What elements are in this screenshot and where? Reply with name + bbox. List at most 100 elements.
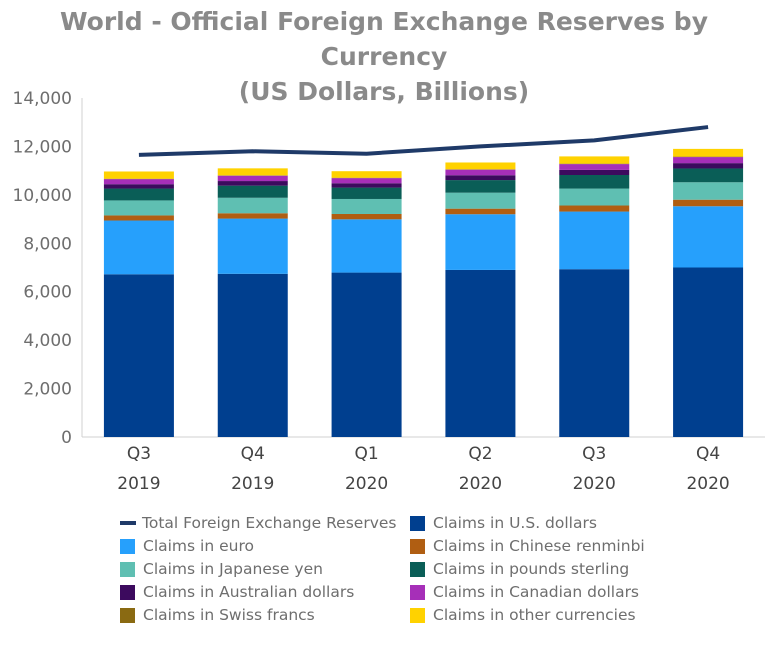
bar-segment <box>445 162 516 170</box>
legend-item: Claims in euro <box>120 535 254 557</box>
bar-segment <box>673 182 744 200</box>
bar-segment <box>445 175 516 181</box>
x-tick-label: 2020 <box>573 474 616 494</box>
bar-segment <box>103 200 174 216</box>
bar-segment <box>331 198 402 214</box>
legend-item: Claims in Chinese renminbi <box>410 535 645 557</box>
x-tick-label: Q3 <box>582 444 606 464</box>
legend-item: Claims in other currencies <box>410 604 636 626</box>
x-tick-label: 2020 <box>459 474 502 494</box>
x-tick-label: Q2 <box>468 444 492 464</box>
bar-segment <box>445 192 516 209</box>
bar-segment <box>673 199 744 207</box>
legend-item: Claims in Japanese yen <box>120 558 323 580</box>
legend-swatch <box>410 515 425 531</box>
bar-segment <box>331 178 402 184</box>
legend-item: Claims in Australian dollars <box>120 581 354 603</box>
chart-title-line1: World - Official Foreign Exchange Reserv… <box>59 7 709 71</box>
bar-segment <box>331 213 402 220</box>
bar-segment <box>217 181 288 186</box>
y-tick-label: 8,000 <box>23 234 72 254</box>
bar-segment <box>559 175 630 189</box>
legend-swatch <box>410 584 425 600</box>
x-tick-label: Q4 <box>241 444 265 464</box>
legend-label: Claims in Chinese renminbi <box>433 537 645 555</box>
bar-segment <box>445 208 516 215</box>
bar-segment <box>673 168 744 183</box>
legend-item: Claims in U.S. dollars <box>410 512 597 534</box>
total-reserves-line <box>138 125 709 157</box>
bar-segment <box>217 218 288 274</box>
legend-item: Claims in pounds sterling <box>410 558 629 580</box>
y-tick-label: 4,000 <box>23 331 72 351</box>
legend-swatch <box>120 521 136 525</box>
bar-segment <box>217 175 288 182</box>
legend-label: Claims in Swiss francs <box>143 606 315 624</box>
legend-label: Total Foreign Exchange Reserves <box>142 514 397 532</box>
bar-segment <box>445 214 516 270</box>
bar-segment <box>559 156 630 164</box>
y-tick-label: 0 <box>61 428 72 448</box>
bar-segment <box>103 220 174 275</box>
bar-segment <box>331 187 402 199</box>
bar-segment <box>217 168 288 176</box>
y-tick-label: 10,000 <box>13 186 72 206</box>
legend-label: Claims in Australian dollars <box>143 583 355 601</box>
bar-segment <box>103 188 174 201</box>
y-tick-label: 14,000 <box>13 89 72 109</box>
x-tick-label: Q1 <box>354 444 378 464</box>
legend-swatch <box>410 538 425 554</box>
legend-label: Claims in euro <box>143 537 254 555</box>
bar-segment <box>331 272 402 437</box>
chart-title-line2: (US Dollars, Billions) <box>238 77 530 106</box>
bar-segment <box>559 205 630 212</box>
bar-segment <box>103 171 174 179</box>
x-tick-label: 2019 <box>117 474 160 494</box>
bar-segment <box>217 213 288 219</box>
bar-segment <box>103 179 174 185</box>
legend-item: Total Foreign Exchange Reserves <box>120 512 396 534</box>
bar-segment <box>217 185 288 198</box>
legend-item: Claims in Swiss francs <box>120 604 315 626</box>
legend-label: Claims in Canadian dollars <box>433 583 640 601</box>
legend-swatch <box>120 561 135 577</box>
bar-segment <box>217 273 288 437</box>
bar-segment <box>331 183 402 188</box>
bar-segment <box>445 180 516 193</box>
legend-swatch <box>410 561 425 577</box>
bar-segment <box>673 163 744 169</box>
bar-segment <box>331 219 402 273</box>
legend-label: Claims in other currencies <box>433 606 636 624</box>
bar-segment <box>559 164 630 170</box>
legend-swatch <box>120 538 135 554</box>
bar-segment <box>559 211 630 270</box>
bar-segment <box>559 169 630 176</box>
legend-label: Claims in U.S. dollars <box>433 514 597 532</box>
legend-label: Claims in Japanese yen <box>143 560 323 578</box>
chart-title: World - Official Foreign Exchange Reserv… <box>0 4 768 109</box>
legend-swatch <box>410 607 425 623</box>
x-tick-label: Q4 <box>696 444 720 464</box>
bar-segment <box>673 157 744 164</box>
y-tick-label: 2,000 <box>23 380 72 400</box>
bar-segment <box>673 206 744 268</box>
x-tick-label: Q3 <box>127 444 151 464</box>
x-tick-label: 2019 <box>231 474 274 494</box>
legend-label: Claims in pounds sterling <box>433 560 630 578</box>
legend-swatch <box>120 607 135 623</box>
bar-segment <box>103 184 174 189</box>
bar-segment <box>559 188 630 206</box>
bar-segment <box>445 169 516 176</box>
x-tick-label: 2020 <box>686 474 729 494</box>
x-tick-label: 2020 <box>345 474 388 494</box>
bar-segment <box>103 274 174 437</box>
bar-segment <box>217 197 288 214</box>
bar-segment <box>559 269 630 437</box>
legend-item: Claims in Canadian dollars <box>410 581 639 603</box>
y-tick-label: 12,000 <box>13 137 72 157</box>
y-tick-label: 6,000 <box>23 283 72 303</box>
bar-segment <box>103 215 174 221</box>
legend-swatch <box>120 584 135 600</box>
bar-segment <box>331 171 402 178</box>
